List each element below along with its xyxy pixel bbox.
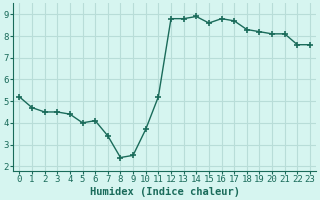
X-axis label: Humidex (Indice chaleur): Humidex (Indice chaleur) [90,186,240,197]
